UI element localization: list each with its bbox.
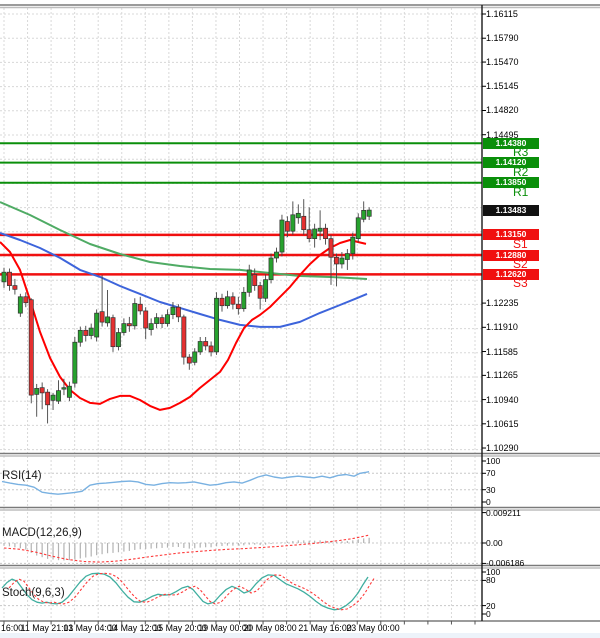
candle xyxy=(115,328,121,351)
candle xyxy=(306,207,312,243)
rsi-line xyxy=(1,471,370,495)
candle xyxy=(268,253,274,284)
candle xyxy=(110,314,116,352)
candle xyxy=(355,213,361,243)
candle xyxy=(126,316,132,332)
candle xyxy=(6,268,12,291)
candle xyxy=(230,292,236,310)
candle xyxy=(263,274,269,302)
candle xyxy=(219,293,225,312)
candle xyxy=(257,281,263,310)
candle xyxy=(350,232,356,260)
candle xyxy=(170,301,176,320)
axis-ticks xyxy=(3,13,486,625)
candle xyxy=(132,298,138,330)
candle xyxy=(1,267,7,288)
macd-signal-line xyxy=(3,534,370,563)
candle xyxy=(252,268,258,291)
candle xyxy=(154,313,160,329)
candle xyxy=(56,380,61,405)
candle xyxy=(17,293,23,317)
candle xyxy=(165,309,170,327)
candle xyxy=(192,348,198,366)
candle xyxy=(339,252,345,269)
candles xyxy=(1,199,372,424)
candle xyxy=(105,290,110,327)
candle xyxy=(344,249,350,270)
ma-mid-line xyxy=(0,232,368,328)
candle xyxy=(203,337,209,351)
candle xyxy=(279,214,285,257)
candle xyxy=(208,341,214,357)
panel-borders xyxy=(0,4,600,622)
candle xyxy=(175,304,181,323)
candle xyxy=(61,378,67,396)
candle xyxy=(66,381,72,402)
candle xyxy=(34,383,40,417)
candle xyxy=(235,296,241,315)
stoch-d-line xyxy=(8,572,376,611)
support-resistance-lines xyxy=(0,142,482,276)
price-axis[interactable] xyxy=(482,5,600,621)
candle xyxy=(99,275,105,327)
candle xyxy=(88,323,94,340)
candle xyxy=(45,389,51,424)
candle xyxy=(361,201,367,223)
candle xyxy=(312,223,318,248)
candle xyxy=(290,201,296,235)
time-axis[interactable] xyxy=(0,621,482,638)
candle xyxy=(186,354,192,370)
candle xyxy=(12,278,18,295)
candle xyxy=(323,223,329,245)
candle xyxy=(274,247,279,263)
candle xyxy=(50,392,56,411)
candle xyxy=(241,287,247,312)
candle xyxy=(197,337,203,355)
bottom-strip xyxy=(0,633,600,638)
candle xyxy=(143,307,149,340)
candle xyxy=(121,318,127,336)
candle xyxy=(328,234,334,285)
candle xyxy=(77,326,83,347)
candle xyxy=(317,210,323,241)
candle xyxy=(246,264,252,297)
ma-slow-line xyxy=(0,201,368,280)
candle xyxy=(28,298,34,404)
candle xyxy=(148,318,154,336)
candle xyxy=(284,216,290,238)
candle xyxy=(181,314,187,365)
candle xyxy=(214,292,219,355)
candle xyxy=(159,314,165,329)
candle xyxy=(301,199,307,235)
candle xyxy=(295,204,301,224)
candle xyxy=(72,337,78,388)
candle xyxy=(23,292,29,308)
candle xyxy=(39,382,45,410)
candle xyxy=(83,325,89,342)
stoch-k-line xyxy=(1,572,369,611)
candle xyxy=(94,309,100,342)
grid xyxy=(0,8,482,621)
macd-histogram xyxy=(3,537,370,561)
candle xyxy=(225,290,230,309)
ma-lines xyxy=(0,201,368,411)
candle xyxy=(137,296,143,315)
ma-fast-line xyxy=(0,239,367,411)
candle xyxy=(366,207,372,221)
candle xyxy=(334,253,339,287)
